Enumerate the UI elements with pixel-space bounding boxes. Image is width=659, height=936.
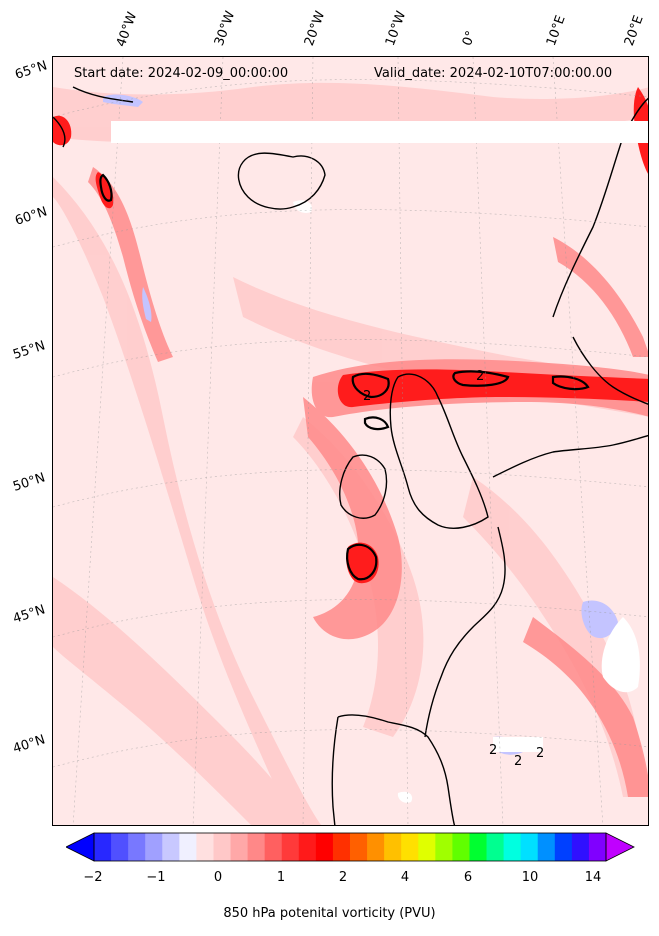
greenland-coastline: [53, 86, 134, 148]
lon-label-10w: 10°W: [382, 9, 410, 48]
colorbar-cell: [350, 833, 368, 861]
colorbar-tick-label: 10: [521, 870, 539, 885]
colorbar-cell: [554, 833, 573, 861]
continent-coastline: [424, 434, 648, 738]
ireland-coastline: [339, 454, 388, 519]
colorbar-cell: [247, 833, 266, 861]
colorbar-cell: [196, 833, 214, 861]
colorbar-cell: [367, 833, 385, 861]
contour-label: 2: [363, 389, 371, 404]
colorbar-cell: [179, 833, 197, 861]
lat-label-40n: 40°N: [11, 732, 48, 757]
colorbar-cell: [332, 833, 351, 861]
colorbar-tick-label: 6: [463, 870, 473, 885]
colorbar-high-extend-arrow: [605, 832, 635, 862]
colorbar-cell: [264, 833, 283, 861]
colorbar-cell: [111, 833, 129, 861]
colorbar-cell: [571, 833, 590, 861]
colorbar: [66, 832, 635, 862]
lat-label-45n: 45°N: [11, 602, 48, 627]
lon-label-0: 0°: [459, 28, 480, 48]
colorbar-cell: [486, 833, 505, 861]
colorbar-cell: [128, 833, 146, 861]
pv-2-contours: [99, 173, 590, 581]
map-panel: 2 2 2 2 2: [52, 56, 649, 826]
britain-coastline: [389, 373, 489, 529]
lat-label-60n: 60°N: [13, 204, 50, 229]
colorbar-cell: [384, 833, 402, 861]
colorbar-cell: [520, 833, 539, 861]
iceland-coastline: [237, 152, 326, 210]
lon-label-20e: 20°E: [621, 13, 647, 49]
colorbar-cell: [469, 833, 488, 861]
lat-label-50n: 50°N: [11, 470, 48, 495]
colorbar-cell: [162, 833, 180, 861]
colorbar-outline: [93, 832, 607, 862]
scandinavia-coastline: [552, 97, 648, 405]
contour-label: 2: [536, 746, 544, 761]
contour-label: 2: [489, 743, 497, 758]
contour-label: 2: [514, 754, 522, 769]
colorbar-cells: [94, 833, 607, 861]
colorbar-cell: [503, 833, 522, 861]
colorbar-tick-label: 0: [213, 870, 223, 885]
valid-date-label: Valid_date: 2024-02-10T07:00:00.00: [374, 66, 613, 81]
lon-label-30w: 30°W: [211, 9, 239, 48]
colorbar-tick-label: 2: [338, 870, 348, 885]
colorbar-cell: [537, 833, 556, 861]
lon-label-20w: 20°W: [301, 9, 329, 48]
masked-patches: [293, 200, 640, 803]
colorbar-cell: [315, 833, 334, 861]
colorbar-cell: [435, 833, 453, 861]
colorbar-tick-label: 1: [276, 870, 286, 885]
lat-label-65n: 65°N: [13, 58, 50, 83]
date-info-bar: [111, 121, 648, 143]
start-date-label: Start date: 2024-02-09_00:00:00: [74, 66, 289, 81]
colorbar-cell: [298, 833, 317, 861]
graticule: [53, 57, 648, 825]
lon-label-10e: 10°E: [543, 13, 569, 49]
colorbar-cell: [401, 833, 419, 861]
colorbar-cell: [213, 833, 232, 861]
coastlines: [53, 86, 648, 825]
lat-label-55n: 55°N: [11, 338, 48, 363]
colorbar-tick-label: 4: [400, 870, 410, 885]
iberia-coastline: [331, 714, 456, 825]
contour-label: 2: [476, 369, 484, 384]
colorbar-tick-label: −2: [83, 870, 103, 885]
lon-label-40w: 40°W: [113, 10, 141, 49]
colorbar-low-extend-arrow: [66, 832, 95, 862]
pv-field-map: 2 2 2 2 2: [53, 57, 648, 825]
colorbar-tick-label: 14: [584, 870, 602, 885]
colorbar-cell: [145, 833, 163, 861]
colorbar-cell: [281, 833, 300, 861]
colorbar-cell: [452, 833, 470, 861]
colorbar-cell: [418, 833, 436, 861]
colorbar-title: 850 hPa potenital vorticity (PVU): [223, 906, 436, 921]
colorbar-cell: [230, 833, 249, 861]
contour-labels: 2 2 2 2 2: [363, 369, 544, 769]
colorbar-cell: [94, 833, 112, 861]
colorbar-tick-label: −1: [146, 870, 166, 885]
colorbar-cell: [588, 833, 607, 861]
